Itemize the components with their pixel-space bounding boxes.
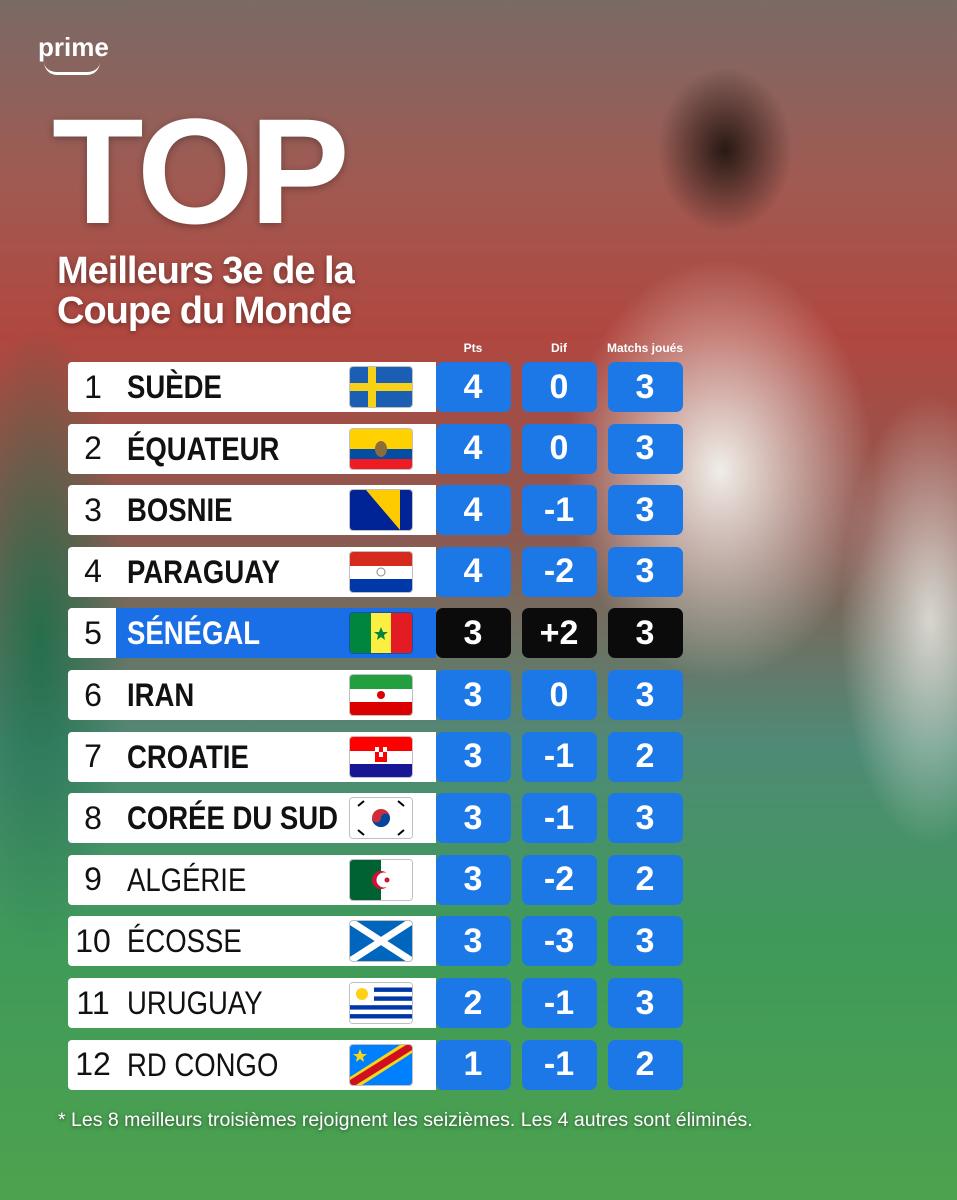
rank-cell: 7 bbox=[68, 731, 118, 782]
stat-box: -3 bbox=[521, 916, 597, 967]
stat-box: 0 bbox=[521, 423, 597, 474]
rank-cell: 2 bbox=[68, 423, 118, 474]
rank-cell: 9 bbox=[68, 854, 118, 905]
stat-box: -1 bbox=[521, 793, 597, 844]
rank-cell: 1 bbox=[68, 362, 118, 412]
flag bbox=[350, 983, 412, 1023]
stat-box: 3 bbox=[607, 978, 683, 1028]
brand-smile bbox=[44, 62, 100, 75]
stat-box: 3 bbox=[435, 670, 511, 720]
team-name: CORÉE DU SUD bbox=[127, 800, 339, 837]
flag bbox=[350, 798, 412, 839]
stat-box: 2 bbox=[435, 978, 511, 1028]
flag bbox=[350, 490, 412, 531]
stat-box: 2 bbox=[607, 854, 683, 905]
stat-box: 4 bbox=[435, 485, 511, 536]
rank-cell: 3 bbox=[68, 485, 118, 536]
team-name: PARAGUAY bbox=[127, 553, 280, 590]
team-name: CROATIE bbox=[127, 738, 249, 775]
flag bbox=[350, 613, 412, 654]
stat-box: 3 bbox=[607, 546, 683, 597]
stat-box: 3 bbox=[607, 608, 683, 659]
stat-box: 4 bbox=[435, 423, 511, 474]
stat-box: -2 bbox=[521, 546, 597, 597]
stat-box: -1 bbox=[521, 978, 597, 1028]
rank-cell: 11 bbox=[68, 978, 118, 1028]
stat-box: 3 bbox=[607, 423, 683, 474]
flag bbox=[350, 675, 412, 715]
stat-box: 3 bbox=[607, 670, 683, 720]
team-name: BOSNIE bbox=[127, 492, 233, 529]
stat-box: 0 bbox=[521, 670, 597, 720]
stat-box: 3 bbox=[607, 485, 683, 536]
flag bbox=[350, 551, 412, 592]
rank-cell: 4 bbox=[68, 546, 118, 597]
brand-logo: prime bbox=[38, 32, 109, 62]
team-name: ÉQUATEUR bbox=[127, 430, 280, 467]
team-name: ALGÉRIE bbox=[127, 861, 247, 898]
team-name: ÉCOSSE bbox=[127, 923, 242, 960]
stat-box: -1 bbox=[521, 1039, 597, 1090]
team-name: SÉNÉGAL bbox=[127, 615, 261, 652]
stat-box: +2 bbox=[521, 608, 597, 659]
stat-box: 3 bbox=[435, 854, 511, 905]
flag bbox=[350, 859, 412, 900]
team-name: RD CONGO bbox=[127, 1046, 279, 1083]
stat-box: 3 bbox=[435, 731, 511, 782]
stat-box: 2 bbox=[607, 731, 683, 782]
team-name: URUGUAY bbox=[127, 985, 263, 1021]
stat-box: 4 bbox=[435, 362, 511, 412]
footnote: * Les 8 meilleurs troisièmes rejoignent … bbox=[58, 1109, 753, 1131]
stat-box: 3 bbox=[435, 793, 511, 844]
rank-cell: 6 bbox=[68, 670, 118, 720]
stat-box: 3 bbox=[607, 362, 683, 412]
stat-box: 1 bbox=[435, 1039, 511, 1090]
stat-box: 0 bbox=[521, 362, 597, 412]
stat-box: -1 bbox=[521, 731, 597, 782]
rank-cell: 10 bbox=[68, 916, 118, 967]
team-name: SUÈDE bbox=[127, 369, 222, 405]
flag bbox=[350, 428, 412, 469]
stat-box: 3 bbox=[607, 916, 683, 967]
team-name: IRAN bbox=[127, 677, 195, 713]
flag bbox=[350, 367, 412, 407]
flag bbox=[350, 1044, 412, 1085]
stat-box: -1 bbox=[521, 485, 597, 536]
rank-cell: 5 bbox=[68, 608, 118, 659]
stat-box: 4 bbox=[435, 546, 511, 597]
flag bbox=[350, 921, 412, 962]
rank-cell: 8 bbox=[68, 793, 118, 844]
stat-box: 2 bbox=[607, 1039, 683, 1090]
stat-box: 3 bbox=[435, 916, 511, 967]
column-header: Pts bbox=[463, 341, 483, 355]
flag bbox=[350, 736, 412, 777]
subtitle: Coupe du Monde bbox=[57, 290, 352, 332]
column-header: Matchs joués bbox=[606, 341, 684, 355]
column-header: Dif bbox=[551, 341, 567, 355]
rank-cell: 12 bbox=[68, 1039, 118, 1090]
stat-box: 3 bbox=[607, 793, 683, 844]
title: TOP bbox=[52, 87, 350, 255]
stat-box: -2 bbox=[521, 854, 597, 905]
subtitle: Meilleurs 3e de la bbox=[57, 250, 355, 292]
stat-box: 3 bbox=[435, 608, 511, 659]
